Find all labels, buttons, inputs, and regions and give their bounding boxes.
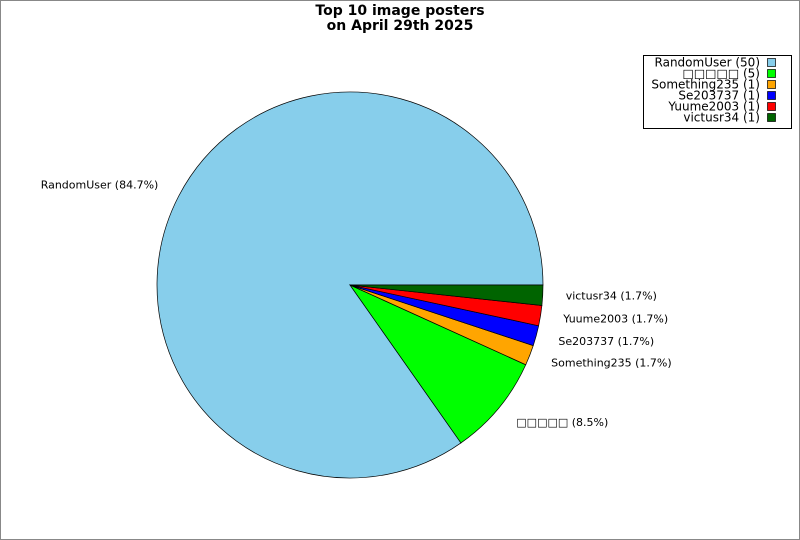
legend-swatch — [767, 69, 776, 78]
chart-subtitle: on April 29th 2025 — [327, 18, 474, 34]
slice-label: Something235 (1.7%) — [551, 357, 672, 370]
slice-label: victusr34 (1.7%) — [566, 289, 657, 302]
legend-label: □□□□□ (5) — [682, 67, 760, 81]
slice-label: Se203737 (1.7%) — [558, 335, 654, 348]
legend-swatch — [767, 58, 776, 67]
legend-label: RandomUser (50) — [655, 56, 760, 70]
legend-swatch — [767, 80, 776, 89]
legend-label: Se203737 (1) — [678, 89, 760, 103]
legend-box — [643, 55, 792, 129]
legend-swatch — [767, 102, 776, 111]
pie-slice — [156, 91, 544, 479]
legend-label: Something235 (1) — [651, 78, 760, 92]
pie-slice — [348, 284, 527, 444]
slice-label: □□□□□ (8.5%) — [516, 416, 608, 429]
slice-label: RandomUser (84.7%) — [41, 178, 159, 191]
legend-swatch — [767, 91, 776, 100]
pie-slice — [349, 284, 544, 306]
slice-label: Yuume2003 (1.7%) — [562, 312, 668, 325]
chart-title: Top 10 image posters — [315, 3, 484, 19]
legend-label: victusr34 (1) — [683, 111, 760, 125]
legend-swatch — [767, 113, 776, 122]
legend-label: Yuume2003 (1) — [667, 100, 760, 114]
